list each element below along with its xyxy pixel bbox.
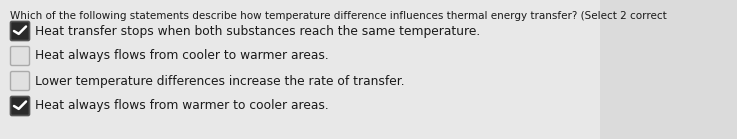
Text: Heat always flows from cooler to warmer areas.: Heat always flows from cooler to warmer …: [35, 49, 329, 63]
FancyBboxPatch shape: [10, 96, 29, 116]
FancyBboxPatch shape: [10, 22, 29, 40]
FancyBboxPatch shape: [10, 47, 29, 65]
Text: Heat transfer stops when both substances reach the same temperature.: Heat transfer stops when both substances…: [35, 24, 481, 38]
FancyBboxPatch shape: [10, 71, 29, 90]
Text: Heat always flows from warmer to cooler areas.: Heat always flows from warmer to cooler …: [35, 100, 329, 112]
Bar: [600, 0, 737, 139]
Text: Which of the following statements describe how temperature difference influences: Which of the following statements descri…: [10, 11, 667, 21]
Text: Lower temperature differences increase the rate of transfer.: Lower temperature differences increase t…: [35, 75, 405, 87]
